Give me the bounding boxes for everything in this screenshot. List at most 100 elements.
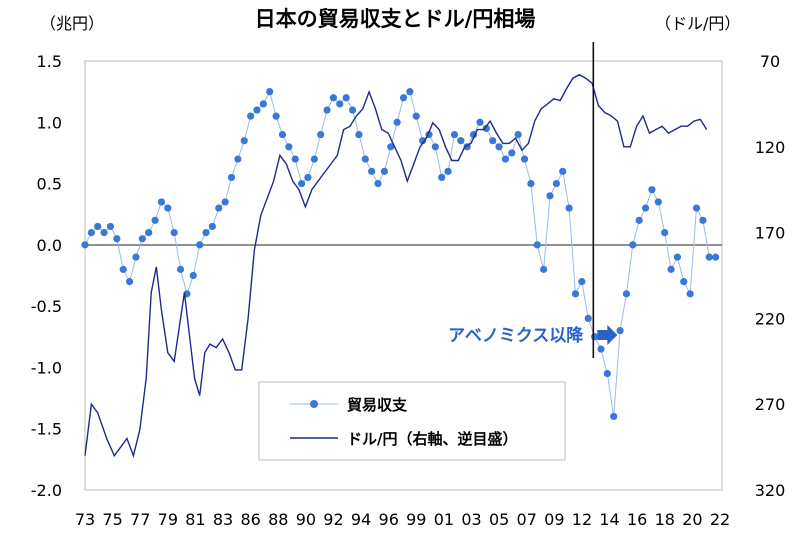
trade-balance-point bbox=[202, 229, 210, 237]
trade-balance-point bbox=[329, 94, 338, 102]
trade-balance-point bbox=[597, 345, 605, 353]
x-tick-label: 77 bbox=[130, 510, 150, 529]
x-tick-label: 79 bbox=[158, 510, 178, 529]
trade-balance-point bbox=[323, 106, 331, 114]
trade-balance-point bbox=[227, 173, 236, 182]
trade-balance-point bbox=[87, 229, 95, 237]
x-tick-label: 90 bbox=[296, 510, 316, 529]
trade-balance-point bbox=[533, 241, 541, 249]
trade-balance-connector-line bbox=[84, 90, 716, 417]
x-tick-label: 81 bbox=[185, 510, 205, 529]
trade-balance-point bbox=[476, 118, 484, 126]
x-tick-label: 20 bbox=[682, 510, 702, 529]
right-axis-ticks: 70 120 170 220 270 320 bbox=[755, 52, 786, 500]
trade-balance-point bbox=[170, 229, 178, 237]
trade-balance-point bbox=[106, 222, 115, 231]
trade-balance-point bbox=[132, 253, 140, 261]
trade-balance-point bbox=[285, 143, 293, 151]
trade-balance-point bbox=[565, 204, 573, 212]
trade-balance-point bbox=[648, 186, 656, 194]
right-tick-label: 320 bbox=[755, 481, 786, 500]
trade-balance-point bbox=[508, 149, 516, 157]
left-tick-label: -2.0 bbox=[31, 481, 62, 500]
trade-balance-point bbox=[374, 179, 382, 188]
trade-balance-point bbox=[361, 155, 369, 163]
trade-balance-point bbox=[552, 179, 560, 188]
trade-balance-point bbox=[310, 155, 318, 163]
left-tick-label: 0.0 bbox=[37, 236, 62, 255]
trade-balance-point bbox=[138, 235, 146, 243]
x-tick-label: 12 bbox=[572, 510, 592, 529]
trade-balance-point bbox=[546, 192, 554, 200]
trade-balance-point bbox=[680, 278, 688, 286]
trade-balance-point bbox=[622, 290, 631, 298]
left-axis-ticks: 1.5 1.0 0.5 0.0 -0.5 -1.0 -1.5 -2.0 bbox=[31, 52, 62, 500]
left-tick-label: 1.5 bbox=[37, 52, 62, 71]
left-tick-label: 1.0 bbox=[37, 113, 62, 132]
trade-balance-point bbox=[673, 253, 682, 261]
left-tick-label: 0.5 bbox=[37, 175, 62, 194]
trade-balance-point bbox=[431, 143, 439, 151]
trade-balance-point bbox=[94, 222, 102, 231]
right-tick-label: 220 bbox=[755, 309, 786, 328]
trade-balance-point bbox=[514, 130, 522, 139]
trade-balance-point bbox=[342, 94, 350, 102]
trade-balance-point bbox=[125, 278, 134, 286]
legend: 貿易収支 ドル/円（右軸、逆目盛） bbox=[258, 381, 566, 461]
trade-balance-series bbox=[81, 88, 720, 421]
trade-balance-point bbox=[571, 290, 580, 298]
abenomics-arrow-icon bbox=[597, 325, 618, 345]
trade-balance-point bbox=[578, 278, 586, 286]
left-tick-label: -1.0 bbox=[31, 358, 62, 377]
trade-balance-point bbox=[559, 167, 567, 175]
trade-balance-point bbox=[705, 253, 713, 261]
trade-balance-point bbox=[712, 253, 720, 261]
abenomics-label: アベノミクス以降 bbox=[448, 325, 584, 346]
right-tick-label: 70 bbox=[760, 52, 780, 71]
legend-usdjpy-label: ドル/円（右軸、逆目盛） bbox=[347, 430, 517, 448]
legend-box bbox=[258, 381, 566, 461]
trade-balance-point bbox=[520, 155, 529, 163]
trade-balance-point bbox=[699, 216, 707, 224]
trade-balance-point bbox=[240, 137, 248, 145]
x-tick-label: 92 bbox=[323, 510, 343, 529]
trade-balance-point bbox=[540, 265, 548, 273]
x-tick-label: 73 bbox=[75, 510, 95, 529]
trade-balance-point bbox=[189, 271, 197, 280]
trade-balance-point bbox=[151, 216, 159, 224]
trade-balance-point bbox=[113, 235, 121, 243]
trade-balance-point bbox=[278, 130, 287, 139]
trade-balance-point bbox=[119, 265, 127, 273]
trade-balance-point bbox=[635, 216, 643, 224]
trade-balance-point bbox=[221, 198, 229, 206]
trade-balance-point bbox=[610, 412, 618, 421]
x-tick-label: 05 bbox=[489, 510, 509, 529]
x-tick-label: 99 bbox=[406, 510, 426, 529]
trade-balance-point bbox=[336, 100, 344, 108]
plot-frame bbox=[84, 60, 723, 491]
trade-balance-point bbox=[501, 155, 510, 163]
right-axis-unit: （ドル/円） bbox=[655, 14, 740, 33]
left-tick-label: -0.5 bbox=[31, 297, 62, 316]
x-tick-label: 75 bbox=[102, 510, 122, 529]
right-tick-label: 120 bbox=[755, 138, 786, 157]
trade-balance-point bbox=[355, 130, 363, 139]
right-tick-label: 170 bbox=[755, 224, 786, 243]
trade-balance-point bbox=[234, 155, 242, 163]
legend-trade-dot-swatch bbox=[310, 400, 318, 408]
trade-balance-point bbox=[495, 143, 503, 151]
x-tick-label: 07 bbox=[517, 510, 537, 529]
trade-balance-point bbox=[176, 265, 185, 273]
trade-balance-point bbox=[412, 112, 420, 120]
x-tick-label: 22 bbox=[710, 510, 730, 529]
trade-balance-point bbox=[348, 106, 357, 114]
trade-balance-point bbox=[387, 143, 395, 151]
trade-balance-point bbox=[527, 179, 535, 188]
trade-balance-point bbox=[196, 241, 204, 249]
trade-balance-point bbox=[661, 229, 669, 237]
x-tick-label: 14 bbox=[599, 510, 619, 529]
trade-balance-point bbox=[692, 204, 701, 212]
trade-balance-point bbox=[457, 137, 465, 145]
trade-balance-point bbox=[629, 241, 637, 249]
